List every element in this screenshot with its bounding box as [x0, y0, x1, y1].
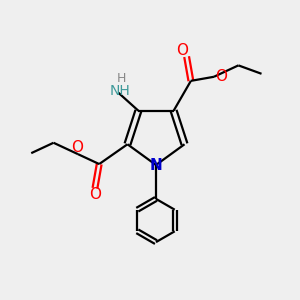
- Text: O: O: [71, 140, 83, 155]
- Text: NH: NH: [110, 84, 130, 98]
- Text: O: O: [89, 188, 101, 202]
- Text: H: H: [117, 72, 126, 85]
- Text: N: N: [150, 158, 162, 172]
- Text: O: O: [215, 69, 227, 84]
- Text: O: O: [176, 43, 188, 58]
